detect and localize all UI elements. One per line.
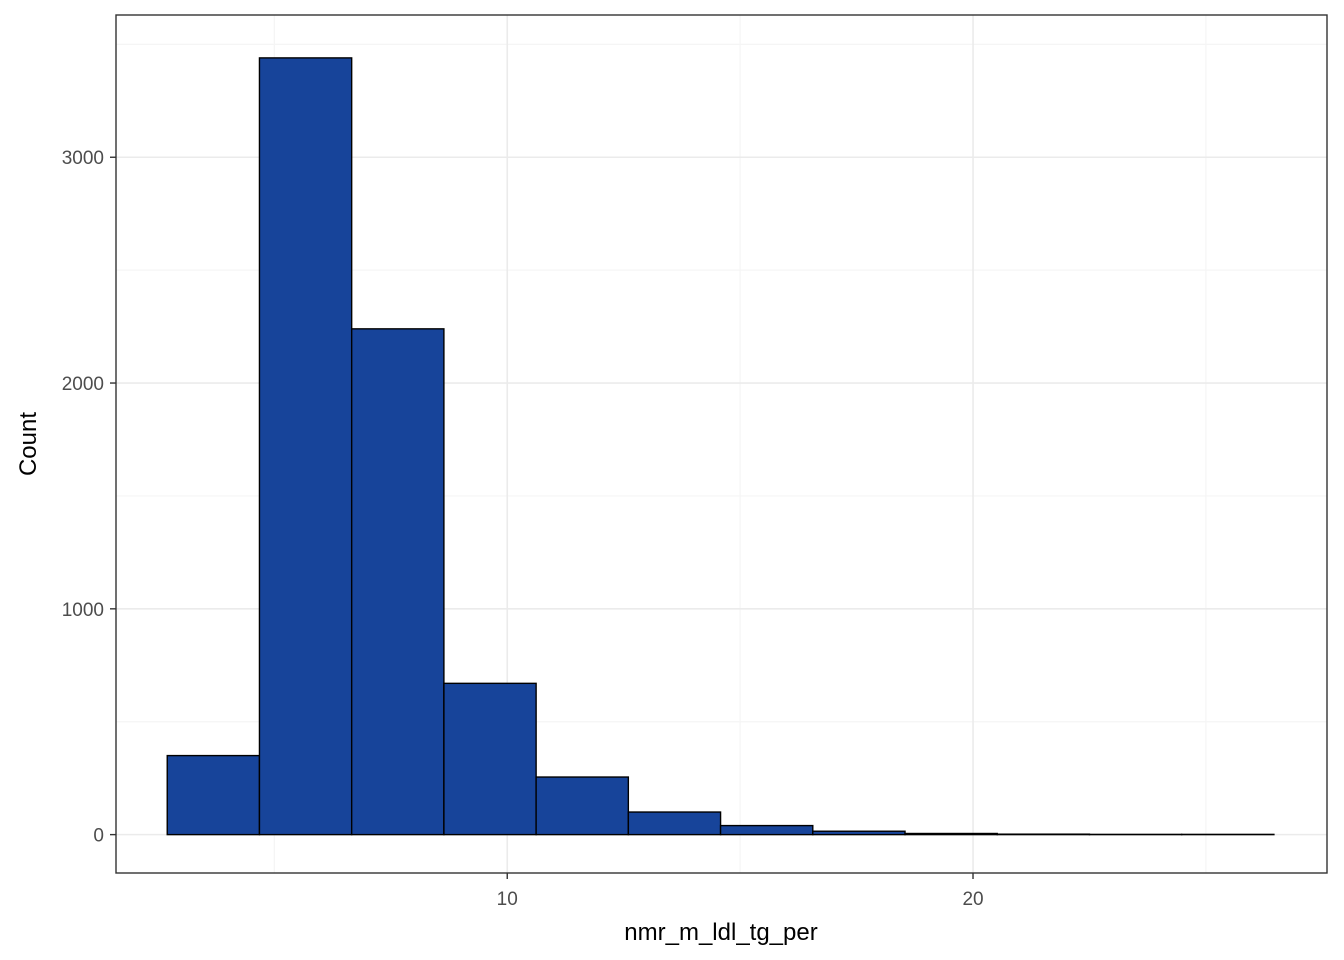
histogram-bar [166,754,261,836]
histogram-bar [904,832,998,836]
x-axis-title: nmr_m_ldl_tg_per [624,919,817,946]
histogram-bar [812,830,906,836]
histogram-bar [719,824,814,836]
y-tick-label: 0 [93,826,104,847]
y-tick-label: 3000 [62,148,104,169]
y-tick-label: 1000 [62,600,104,621]
histogram-bar [535,776,630,836]
y-axis: 0 1000 2000 3000 [62,148,116,847]
histogram-bar [627,811,722,836]
histogram-bar [443,682,537,836]
panel-border [115,14,1328,874]
x-axis: 10 20 [497,873,984,910]
histogram-bars [166,57,1275,836]
y-tick-label: 2000 [62,374,104,395]
x-tick-label: 20 [962,889,983,910]
x-tick-label: 10 [497,889,518,910]
histogram-bar [350,328,445,836]
y-axis-title: Count [15,412,42,476]
histogram-bar [258,57,353,836]
